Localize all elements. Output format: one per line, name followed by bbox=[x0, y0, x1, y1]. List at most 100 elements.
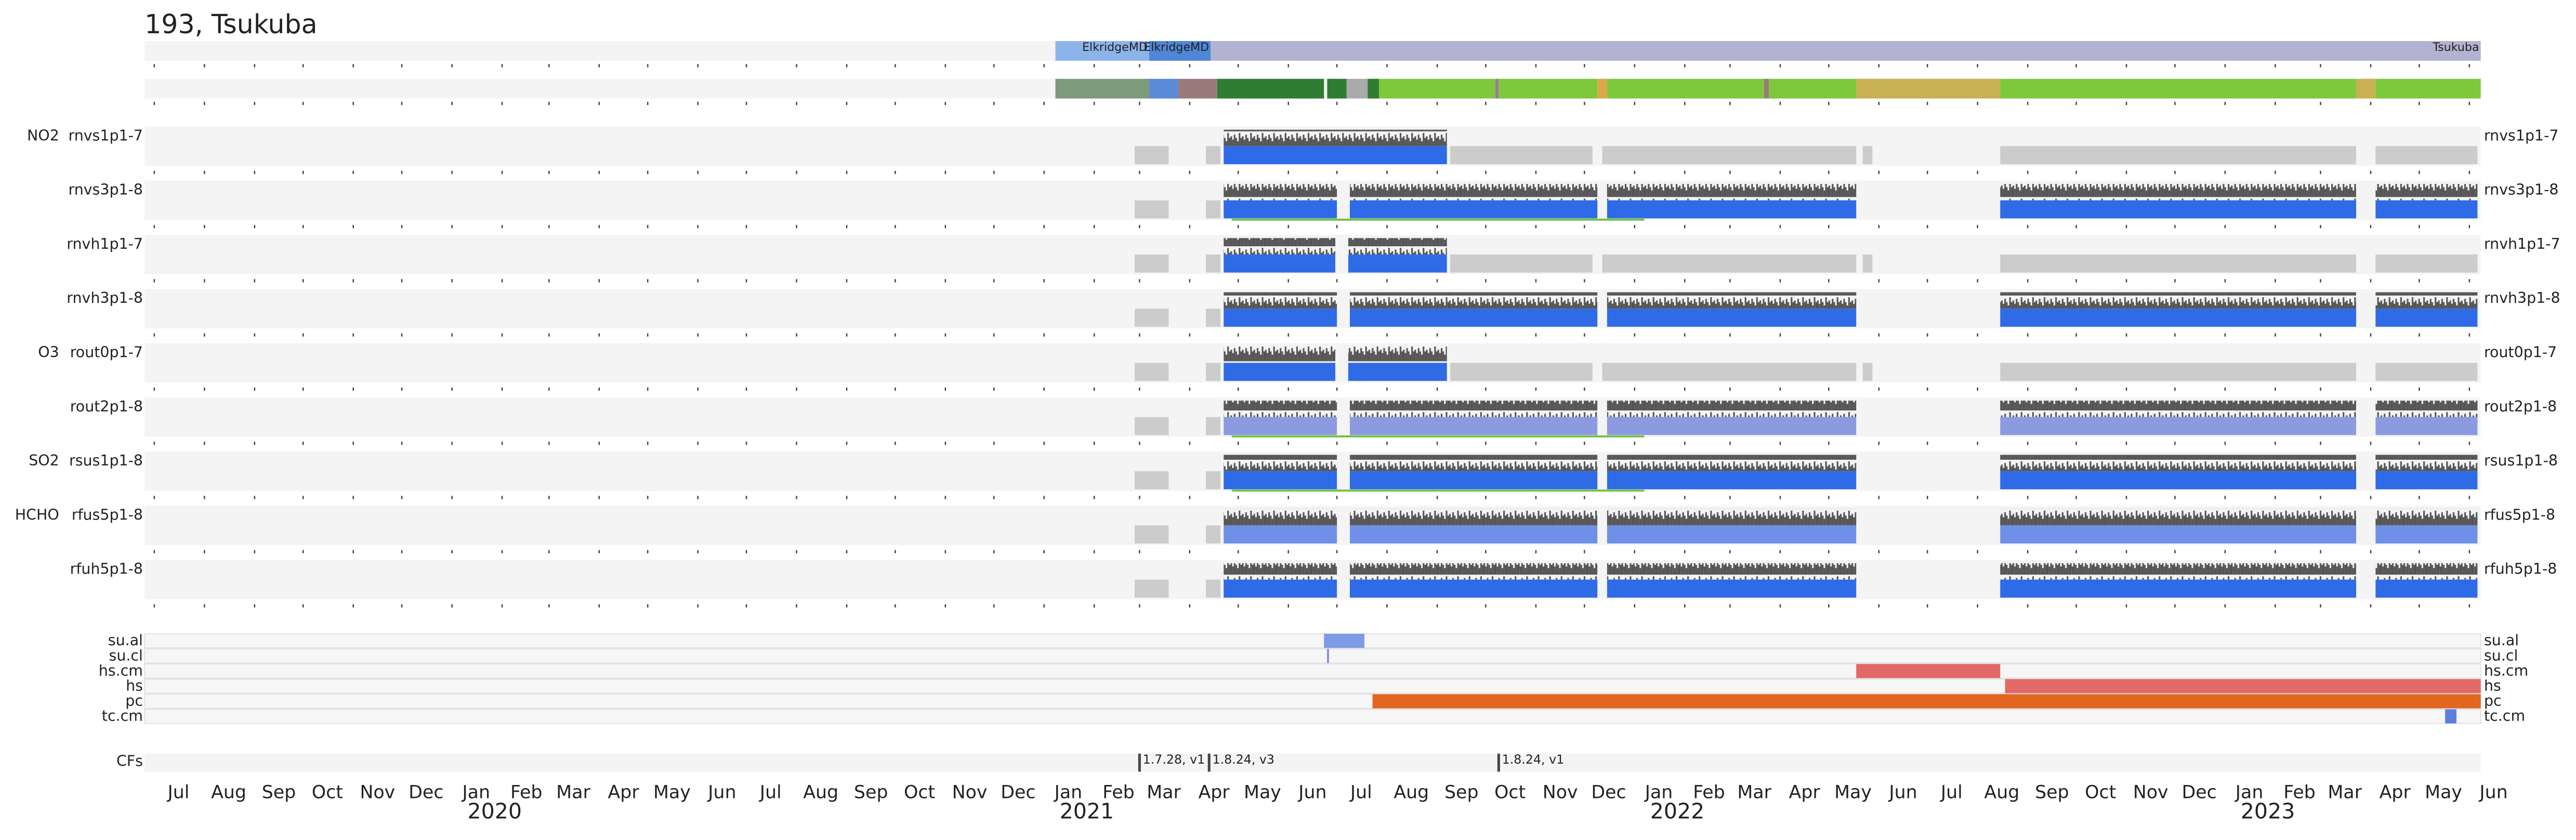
x-tick-label: Oct bbox=[904, 782, 935, 803]
x-tick-label: Jan bbox=[2235, 782, 2264, 803]
x-tick-label: Apr bbox=[1198, 782, 1230, 803]
no-data-segment bbox=[1862, 363, 1873, 381]
x-tick-label: Mar bbox=[1147, 782, 1181, 803]
data-density bbox=[2000, 509, 2357, 526]
flag-label: su.cl bbox=[109, 647, 143, 664]
status-segment bbox=[1764, 78, 1769, 99]
flag-segment bbox=[2445, 709, 2456, 724]
x-tick-label: Feb bbox=[1102, 782, 1135, 803]
no-data-segment bbox=[1135, 579, 1169, 598]
data-density bbox=[1607, 563, 1857, 580]
year-label: 2022 bbox=[1650, 799, 1705, 824]
data-density bbox=[2375, 183, 2478, 201]
no-data-segment bbox=[1135, 471, 1169, 489]
data-segment bbox=[1349, 200, 1598, 219]
data-segment bbox=[1607, 471, 1857, 489]
row-label: rfus5p1-8 bbox=[72, 506, 143, 523]
status-segment bbox=[2000, 78, 2357, 99]
status-segment bbox=[1769, 78, 1857, 99]
data-density bbox=[1607, 401, 1857, 417]
x-tick-label: May bbox=[2425, 782, 2462, 803]
x-tick-label: Apr bbox=[2380, 782, 2411, 803]
flag-row bbox=[144, 663, 2481, 679]
data-segment bbox=[1224, 200, 1337, 219]
x-tick-label: Aug bbox=[803, 782, 838, 803]
data-segment bbox=[1224, 525, 1337, 544]
row-label-right: rout0p1-7 bbox=[2484, 344, 2557, 361]
data-density bbox=[1349, 401, 1598, 417]
data-density bbox=[1224, 401, 1337, 417]
data-segment bbox=[2000, 309, 2357, 327]
no-data-segment bbox=[1135, 309, 1169, 327]
chart-title: 193, Tsukuba bbox=[144, 9, 317, 39]
data-segment bbox=[1224, 579, 1337, 598]
x-tick-label: Jul bbox=[167, 782, 190, 803]
year-label: 2023 bbox=[2241, 799, 2295, 824]
no-data-segment bbox=[1602, 363, 1857, 381]
group-label: NO2 bbox=[27, 127, 59, 144]
row-label-right: rsus1p1-8 bbox=[2484, 452, 2558, 469]
data-density bbox=[1607, 292, 1857, 309]
x-tick-label: Sep bbox=[2035, 782, 2069, 803]
data-density bbox=[1349, 455, 1598, 472]
x-tick-label: Sep bbox=[262, 782, 296, 803]
no-data-segment bbox=[1205, 417, 1220, 435]
row-label-right: rnvh3p1-8 bbox=[2484, 289, 2560, 306]
data-segment bbox=[1224, 363, 1335, 381]
no-data-segment bbox=[1450, 363, 1593, 381]
status-segment bbox=[1346, 78, 1368, 99]
no-data-segment bbox=[2375, 254, 2478, 273]
data-density bbox=[1607, 455, 1857, 472]
x-tick-label: Nov bbox=[952, 782, 988, 803]
row-label: rsus1p1-8 bbox=[69, 452, 143, 469]
x-tick-label: Dec bbox=[409, 782, 443, 803]
x-tick-label: Jun bbox=[1888, 782, 1917, 803]
flag-segment bbox=[1327, 649, 1329, 663]
data-density bbox=[1224, 238, 1335, 255]
x-tick-label: Mar bbox=[1737, 782, 1771, 803]
x-tick-label: Mar bbox=[2328, 782, 2362, 803]
flag-segment bbox=[1372, 694, 2481, 709]
location-segment bbox=[1149, 41, 1211, 61]
no-data-segment bbox=[1205, 525, 1220, 544]
data-density bbox=[1348, 238, 1447, 255]
status-segment bbox=[1055, 78, 1150, 99]
x-tick-label: Jan bbox=[461, 782, 490, 803]
data-density bbox=[1224, 346, 1335, 363]
row-label: rout0p1-7 bbox=[70, 344, 143, 361]
flag-segment bbox=[2005, 679, 2481, 694]
x-tick-label: Aug bbox=[1394, 782, 1429, 803]
data-segment bbox=[1224, 417, 1337, 435]
data-segment bbox=[1349, 417, 1598, 435]
x-tick-label: Jun bbox=[2478, 782, 2507, 803]
data-segment bbox=[2375, 471, 2478, 489]
location-segment bbox=[1211, 41, 2481, 61]
no-data-segment bbox=[1135, 146, 1169, 165]
data-segment bbox=[2375, 579, 2478, 598]
no-data-segment bbox=[1205, 363, 1220, 381]
x-tick-label: Oct bbox=[2085, 782, 2116, 803]
data-density bbox=[2375, 563, 2478, 580]
data-density bbox=[2375, 509, 2478, 526]
x-tick-label: Dec bbox=[1591, 782, 1626, 803]
data-density bbox=[1224, 292, 1337, 309]
x-tick-label: Feb bbox=[510, 782, 543, 803]
x-tick-label: May bbox=[1244, 782, 1281, 803]
row-label: rnvs1p1-7 bbox=[69, 127, 143, 144]
x-tick-label: Jul bbox=[1940, 782, 1963, 803]
data-density bbox=[2000, 183, 2357, 201]
data-segment bbox=[1607, 525, 1857, 544]
row-label-right: rfus5p1-8 bbox=[2484, 506, 2555, 523]
row-label: rout2p1-8 bbox=[70, 398, 143, 415]
no-data-segment bbox=[1205, 200, 1220, 219]
x-tick-label: Oct bbox=[312, 782, 343, 803]
row-label: rnvh3p1-8 bbox=[67, 289, 143, 306]
data-density bbox=[2375, 401, 2478, 417]
flag-label-right: hs bbox=[2484, 677, 2501, 694]
status-segment bbox=[1149, 78, 1179, 99]
data-segment bbox=[2375, 200, 2478, 219]
cf-label: 1.8.24, v1 bbox=[1502, 752, 1565, 767]
flag-label: hs bbox=[126, 677, 143, 694]
